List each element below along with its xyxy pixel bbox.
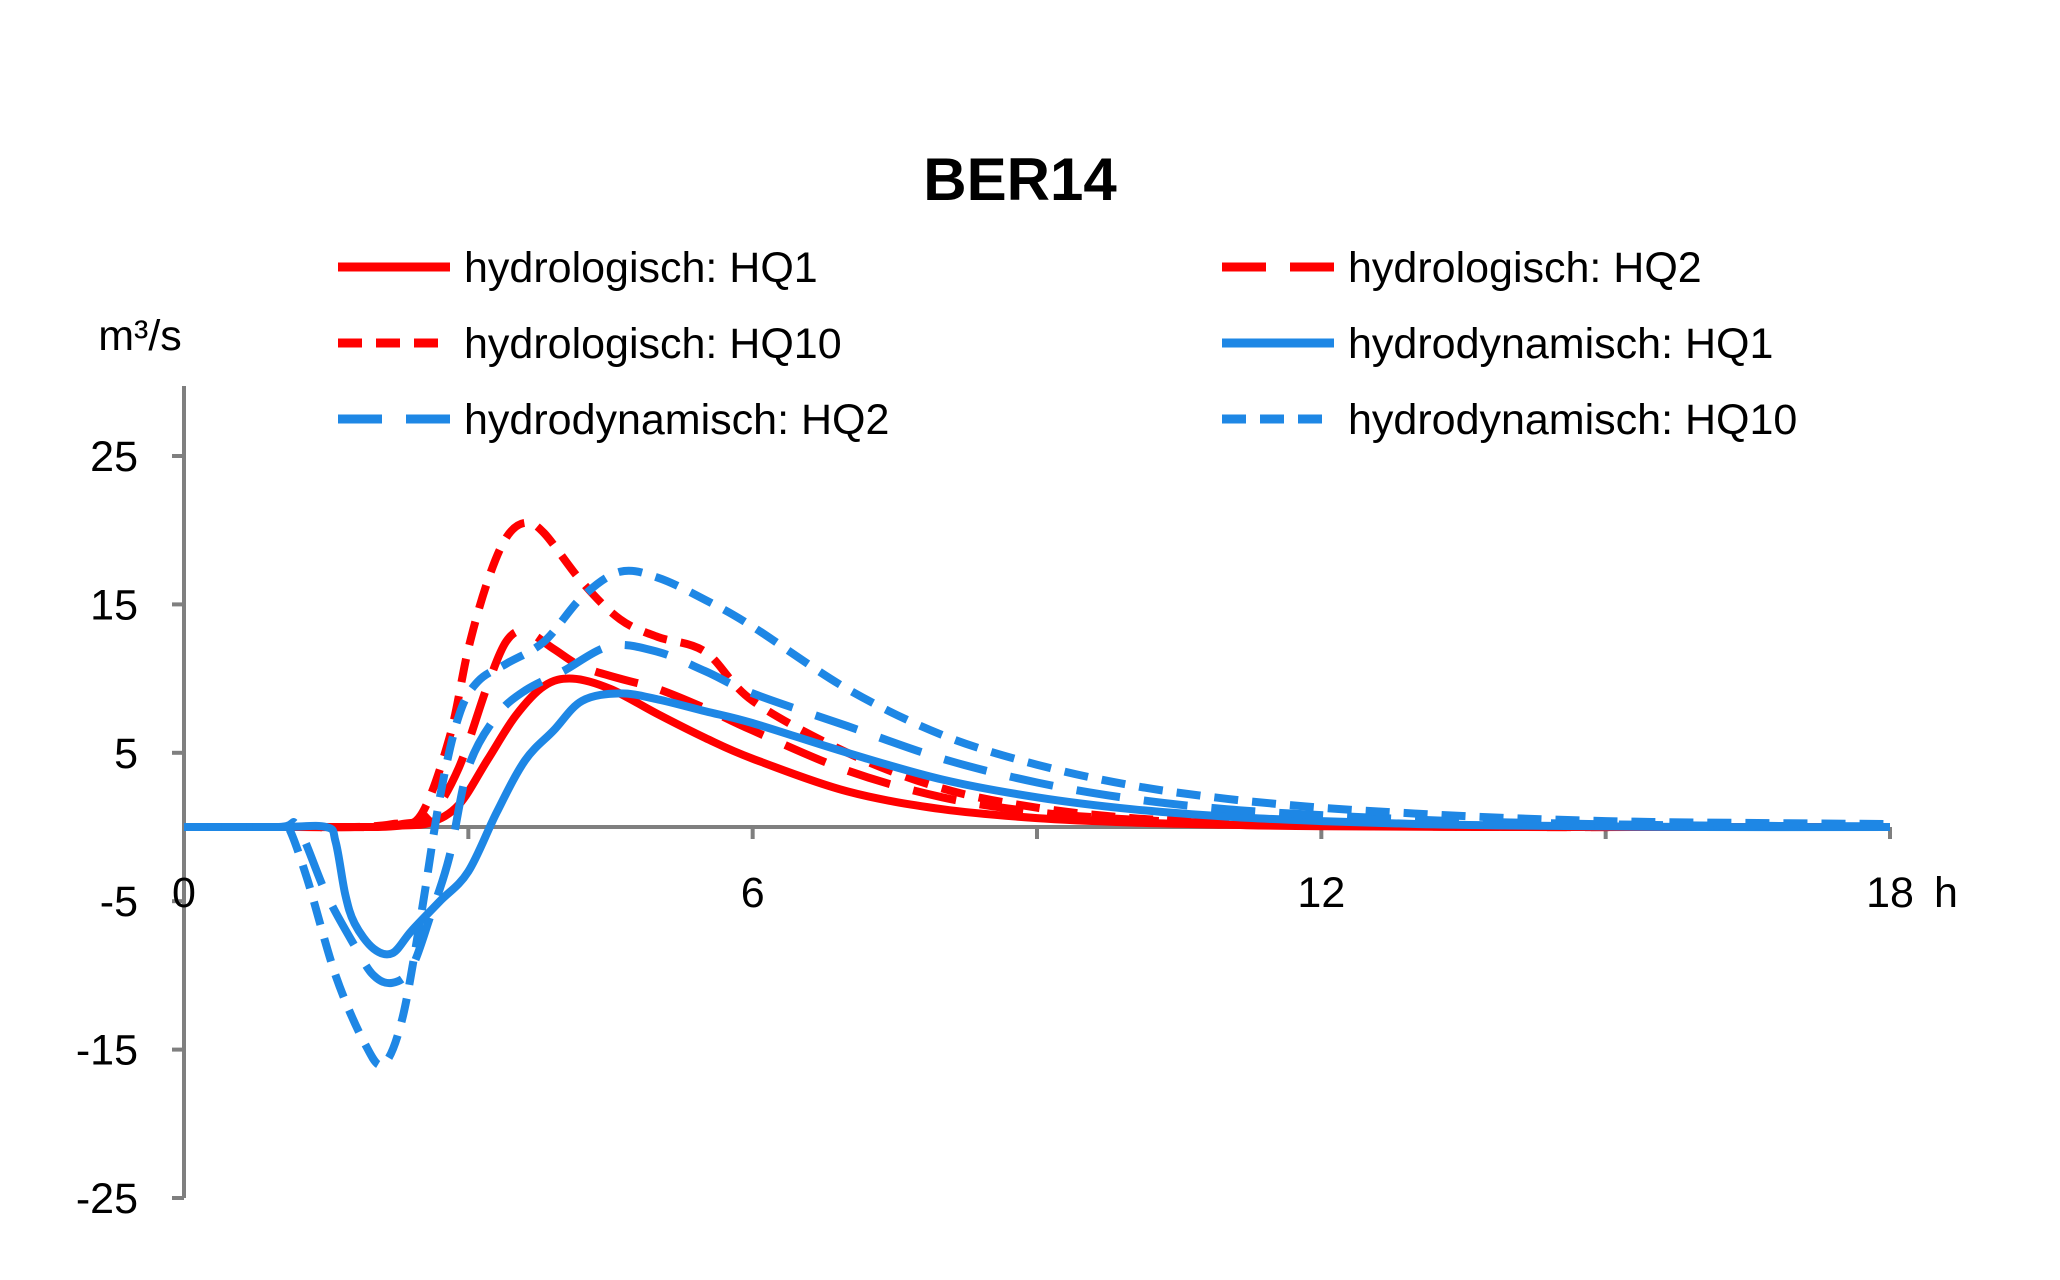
legend: hydrologisch: HQ1 hydrologisch: HQ2 hydrol… bbox=[338, 244, 1797, 444]
y-tick-label: -25 bbox=[76, 1175, 138, 1223]
y-tick-label: 25 bbox=[90, 433, 138, 481]
x-tick-label: 0 bbox=[172, 869, 196, 917]
y-tick-labels: 25 15 5 -5 -15 -25 bbox=[76, 433, 138, 1223]
legend-label: hydrodynamisch: HQ2 bbox=[464, 396, 889, 444]
axes bbox=[172, 386, 1892, 1200]
legend-item: hydrodynamisch: HQ1 bbox=[1222, 320, 1773, 368]
legend-label: hydrologisch: HQ10 bbox=[464, 320, 842, 368]
y-tick-label: 5 bbox=[114, 730, 138, 778]
legend-item: hydrologisch: HQ1 bbox=[338, 244, 818, 292]
series-layer bbox=[184, 518, 1891, 1070]
x-tick-label: 18 bbox=[1866, 869, 1914, 917]
y-tick-label: -15 bbox=[76, 1027, 138, 1075]
series-line-5 bbox=[184, 640, 1891, 988]
series-line-3 bbox=[184, 518, 1890, 832]
series-line-4 bbox=[184, 689, 1891, 959]
series-line-6 bbox=[184, 566, 1891, 1070]
legend-item: hydrodynamisch: HQ10 bbox=[1222, 396, 1797, 444]
legend-item: hydrologisch: HQ10 bbox=[338, 320, 842, 368]
y-tick-label: -5 bbox=[100, 878, 138, 926]
legend-label: hydrodynamisch: HQ1 bbox=[1348, 320, 1773, 368]
chart-title: BER14 bbox=[923, 146, 1117, 213]
legend-label: hydrologisch: HQ1 bbox=[464, 244, 818, 292]
legend-label: hydrodynamisch: HQ10 bbox=[1348, 396, 1797, 444]
x-tick-label: 12 bbox=[1297, 869, 1345, 917]
x-tick-labels: 0 6 12 18 bbox=[172, 869, 1914, 917]
y-tick-label: 15 bbox=[90, 581, 138, 629]
legend-item: hydrologisch: HQ2 bbox=[1222, 244, 1702, 292]
x-axis-unit-label: h bbox=[1934, 869, 1958, 917]
legend-label: hydrologisch: HQ2 bbox=[1348, 244, 1702, 292]
y-axis-unit-label: m³/s bbox=[98, 312, 182, 360]
legend-item: hydrodynamisch: HQ2 bbox=[338, 396, 889, 444]
x-tick-label: 6 bbox=[741, 869, 765, 917]
